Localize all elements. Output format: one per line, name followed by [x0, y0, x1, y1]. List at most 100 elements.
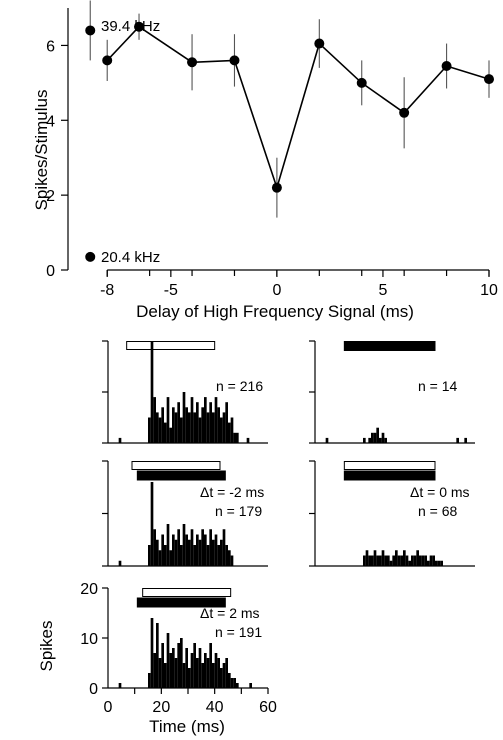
histogram-bar-27: [217, 658, 220, 688]
stimulus-bar-0: [343, 341, 436, 351]
histogram-top-left: n = 216: [102, 340, 268, 444]
histogram-bar-9: [169, 427, 172, 443]
histogram-bar-1: [148, 545, 151, 566]
histogram-bar-30: [225, 658, 228, 688]
histogram-bottom-left-annotation-2: n = 191: [215, 624, 262, 640]
reference-point-0: [85, 25, 96, 36]
histogram-bar-33: [233, 678, 236, 688]
histogram-bar-17: [190, 529, 194, 566]
histogram-bar-12: [395, 550, 398, 566]
histogram-bar-28: [220, 539, 223, 566]
histogram-bar-18: [411, 555, 414, 566]
histogram-middle-right-annotation-2: n = 68: [418, 503, 458, 519]
histogram-bar-6: [161, 534, 164, 566]
histogram-bar-12: [177, 529, 180, 566]
stimulus-bar-1: [136, 597, 226, 608]
histogram-bar-3: [153, 653, 156, 688]
histogram-bar-15: [185, 407, 188, 443]
histogram-bar-22: [204, 653, 207, 688]
histogram-bar-21: [419, 555, 422, 566]
histogram-bar-12: [177, 402, 180, 443]
y-tick-label-1: 2: [46, 188, 55, 205]
histogram-bar-3: [153, 529, 156, 566]
histogram-xlabel: Time (ms): [149, 717, 225, 736]
histogram-bottom-left-annotation: Δt = 2 ms: [200, 605, 260, 621]
histogram-bar-17: [190, 397, 194, 443]
histogram-bar-1: [148, 417, 151, 443]
histogram-bar-0: [118, 683, 122, 688]
histogram-top-right-annotation: n = 14: [418, 378, 458, 394]
histogram-bar-11: [174, 412, 178, 443]
histogram-bar-5: [376, 555, 379, 566]
histogram-y-tick-label-0: 0: [89, 681, 98, 698]
y-tick-label-2: 4: [46, 113, 55, 130]
data-point-4: [271, 182, 282, 193]
histogram-x-tick-label-1: 20: [152, 699, 170, 716]
histogram-bar-16: [188, 412, 191, 443]
x-tick-label-3: 5: [378, 282, 387, 299]
histogram-bar-20: [416, 550, 419, 566]
histogram-bar-10: [172, 407, 175, 443]
histogram-bar-24: [209, 402, 212, 443]
histogram-bar-29: [222, 412, 226, 443]
histogram-bar-29: [222, 663, 226, 688]
histogram-bar-29: [222, 529, 226, 566]
histogram-bar-32: [230, 555, 234, 566]
data-point-6: [356, 77, 367, 88]
histogram-bar-30: [225, 545, 228, 566]
histogram-bar-5: [158, 550, 162, 566]
histogram-bar-26: [214, 397, 218, 443]
data-point-0: [102, 55, 113, 66]
histogram-bar-6: [379, 437, 382, 443]
histogram-bar-23: [206, 412, 210, 443]
data-point-2: [187, 57, 198, 68]
stimulus-bar-0: [126, 341, 216, 350]
histogram-middle-left: Δt = -2 ms n = 179: [102, 460, 268, 567]
histogram-bar-16: [405, 555, 409, 566]
histogram-bar-6: [161, 643, 164, 688]
histogram-bar-9: [456, 437, 459, 443]
histogram-bar-22: [204, 534, 207, 566]
histogram-bar-10: [464, 437, 467, 443]
histogram-bar-7: [164, 422, 167, 443]
histogram-bar-16: [188, 668, 191, 688]
stimulus-bar-0: [131, 461, 221, 470]
histogram-bar-28: [437, 560, 441, 566]
histogram-bar-28: [220, 417, 223, 443]
histogram-ylabel: Spikes: [37, 620, 56, 671]
histogram-bar-0: [363, 555, 366, 566]
histogram-bar-0: [118, 437, 122, 443]
histogram-bar-25: [212, 663, 215, 688]
y-tick-label-3: 6: [46, 38, 55, 55]
histogram-bar-35: [249, 683, 252, 688]
histogram-bar-4: [373, 432, 377, 443]
histogram-bar-22: [204, 397, 207, 443]
histogram-bar-4: [156, 412, 159, 443]
line-chart-ylabel: Spikes/Stimulus: [32, 90, 51, 211]
histogram-bar-0: [118, 560, 122, 566]
histogram-bar-6: [379, 555, 382, 566]
histogram-bar-8: [166, 633, 170, 688]
histogram-y-tick-label-1: 10: [80, 631, 98, 648]
histogram-bar-32: [230, 678, 234, 688]
histogram-bar-14: [182, 663, 186, 688]
histogram-x-tick-label-3: 60: [259, 699, 277, 716]
histogram-bar-20: [198, 648, 202, 688]
histogram-bar-27: [435, 560, 438, 566]
histogram-bar-2: [150, 341, 154, 443]
histogram-middle-right: Δt = 0 ms n = 68: [309, 460, 475, 567]
x-tick-label-1: -5: [164, 282, 178, 299]
histogram-bar-33: [233, 432, 236, 443]
histogram-bar-5: [158, 658, 162, 688]
histogram-bar-12: [177, 643, 180, 688]
histogram-bar-4: [373, 550, 377, 566]
histogram-bar-23: [206, 545, 210, 566]
histogram-bar-10: [172, 648, 175, 688]
histogram-bar-27: [217, 407, 220, 443]
histogram-bar-23: [424, 555, 427, 566]
histogram-bar-11: [174, 658, 178, 688]
histogram-x-tick-label-0: 0: [104, 699, 113, 716]
histogram-bar-19: [196, 658, 199, 688]
stimulus-bar-1: [136, 470, 226, 481]
histogram-bar-9: [387, 555, 390, 566]
